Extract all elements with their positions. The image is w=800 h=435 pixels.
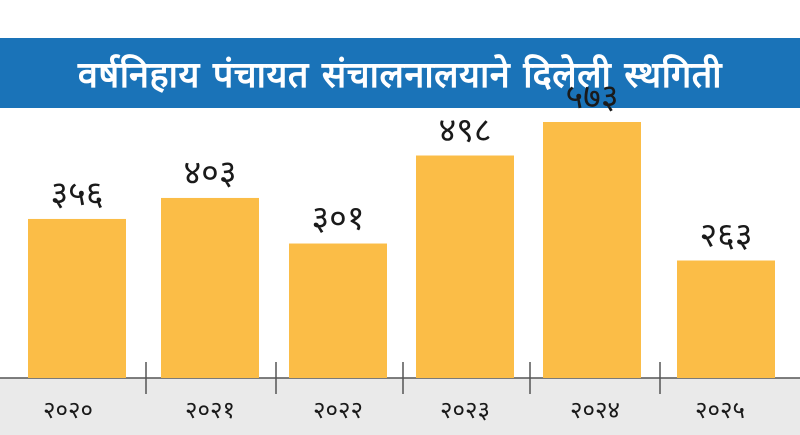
data-label-6: २६३ [699, 215, 752, 255]
chart-title: वर्षनिहाय पंचायत संचालनालयाने दिलेली स्थ… [77, 54, 723, 96]
bar-2 [161, 197, 259, 378]
x-tick-label-3: २०२२ [313, 396, 363, 424]
x-tick-label-5: २०२४ [570, 396, 620, 424]
bar-4 [416, 155, 514, 378]
data-label-4: ४९८ [438, 111, 491, 151]
chart-title-bar: वर्षनिहाय पंचायत संचालनालयाने दिलेली स्थ… [0, 38, 800, 108]
data-label-2: ४०३ [183, 153, 236, 193]
x-tick-label-1: २०२० [43, 396, 93, 424]
bar-5 [543, 122, 641, 378]
data-label-1: ३५६ [50, 174, 103, 214]
data-label-3: ३०१ [311, 199, 364, 239]
data-label-5: ५७३ [565, 77, 618, 117]
x-tick-label-2: २०२१ [185, 396, 235, 424]
x-tick-label-4: २०२३ [440, 396, 490, 424]
bar-1 [28, 218, 126, 378]
x-tick-label-6: २०२५ [695, 396, 745, 424]
bar-3 [289, 243, 387, 378]
x-axis-band [0, 378, 800, 435]
bar-6 [677, 260, 775, 378]
